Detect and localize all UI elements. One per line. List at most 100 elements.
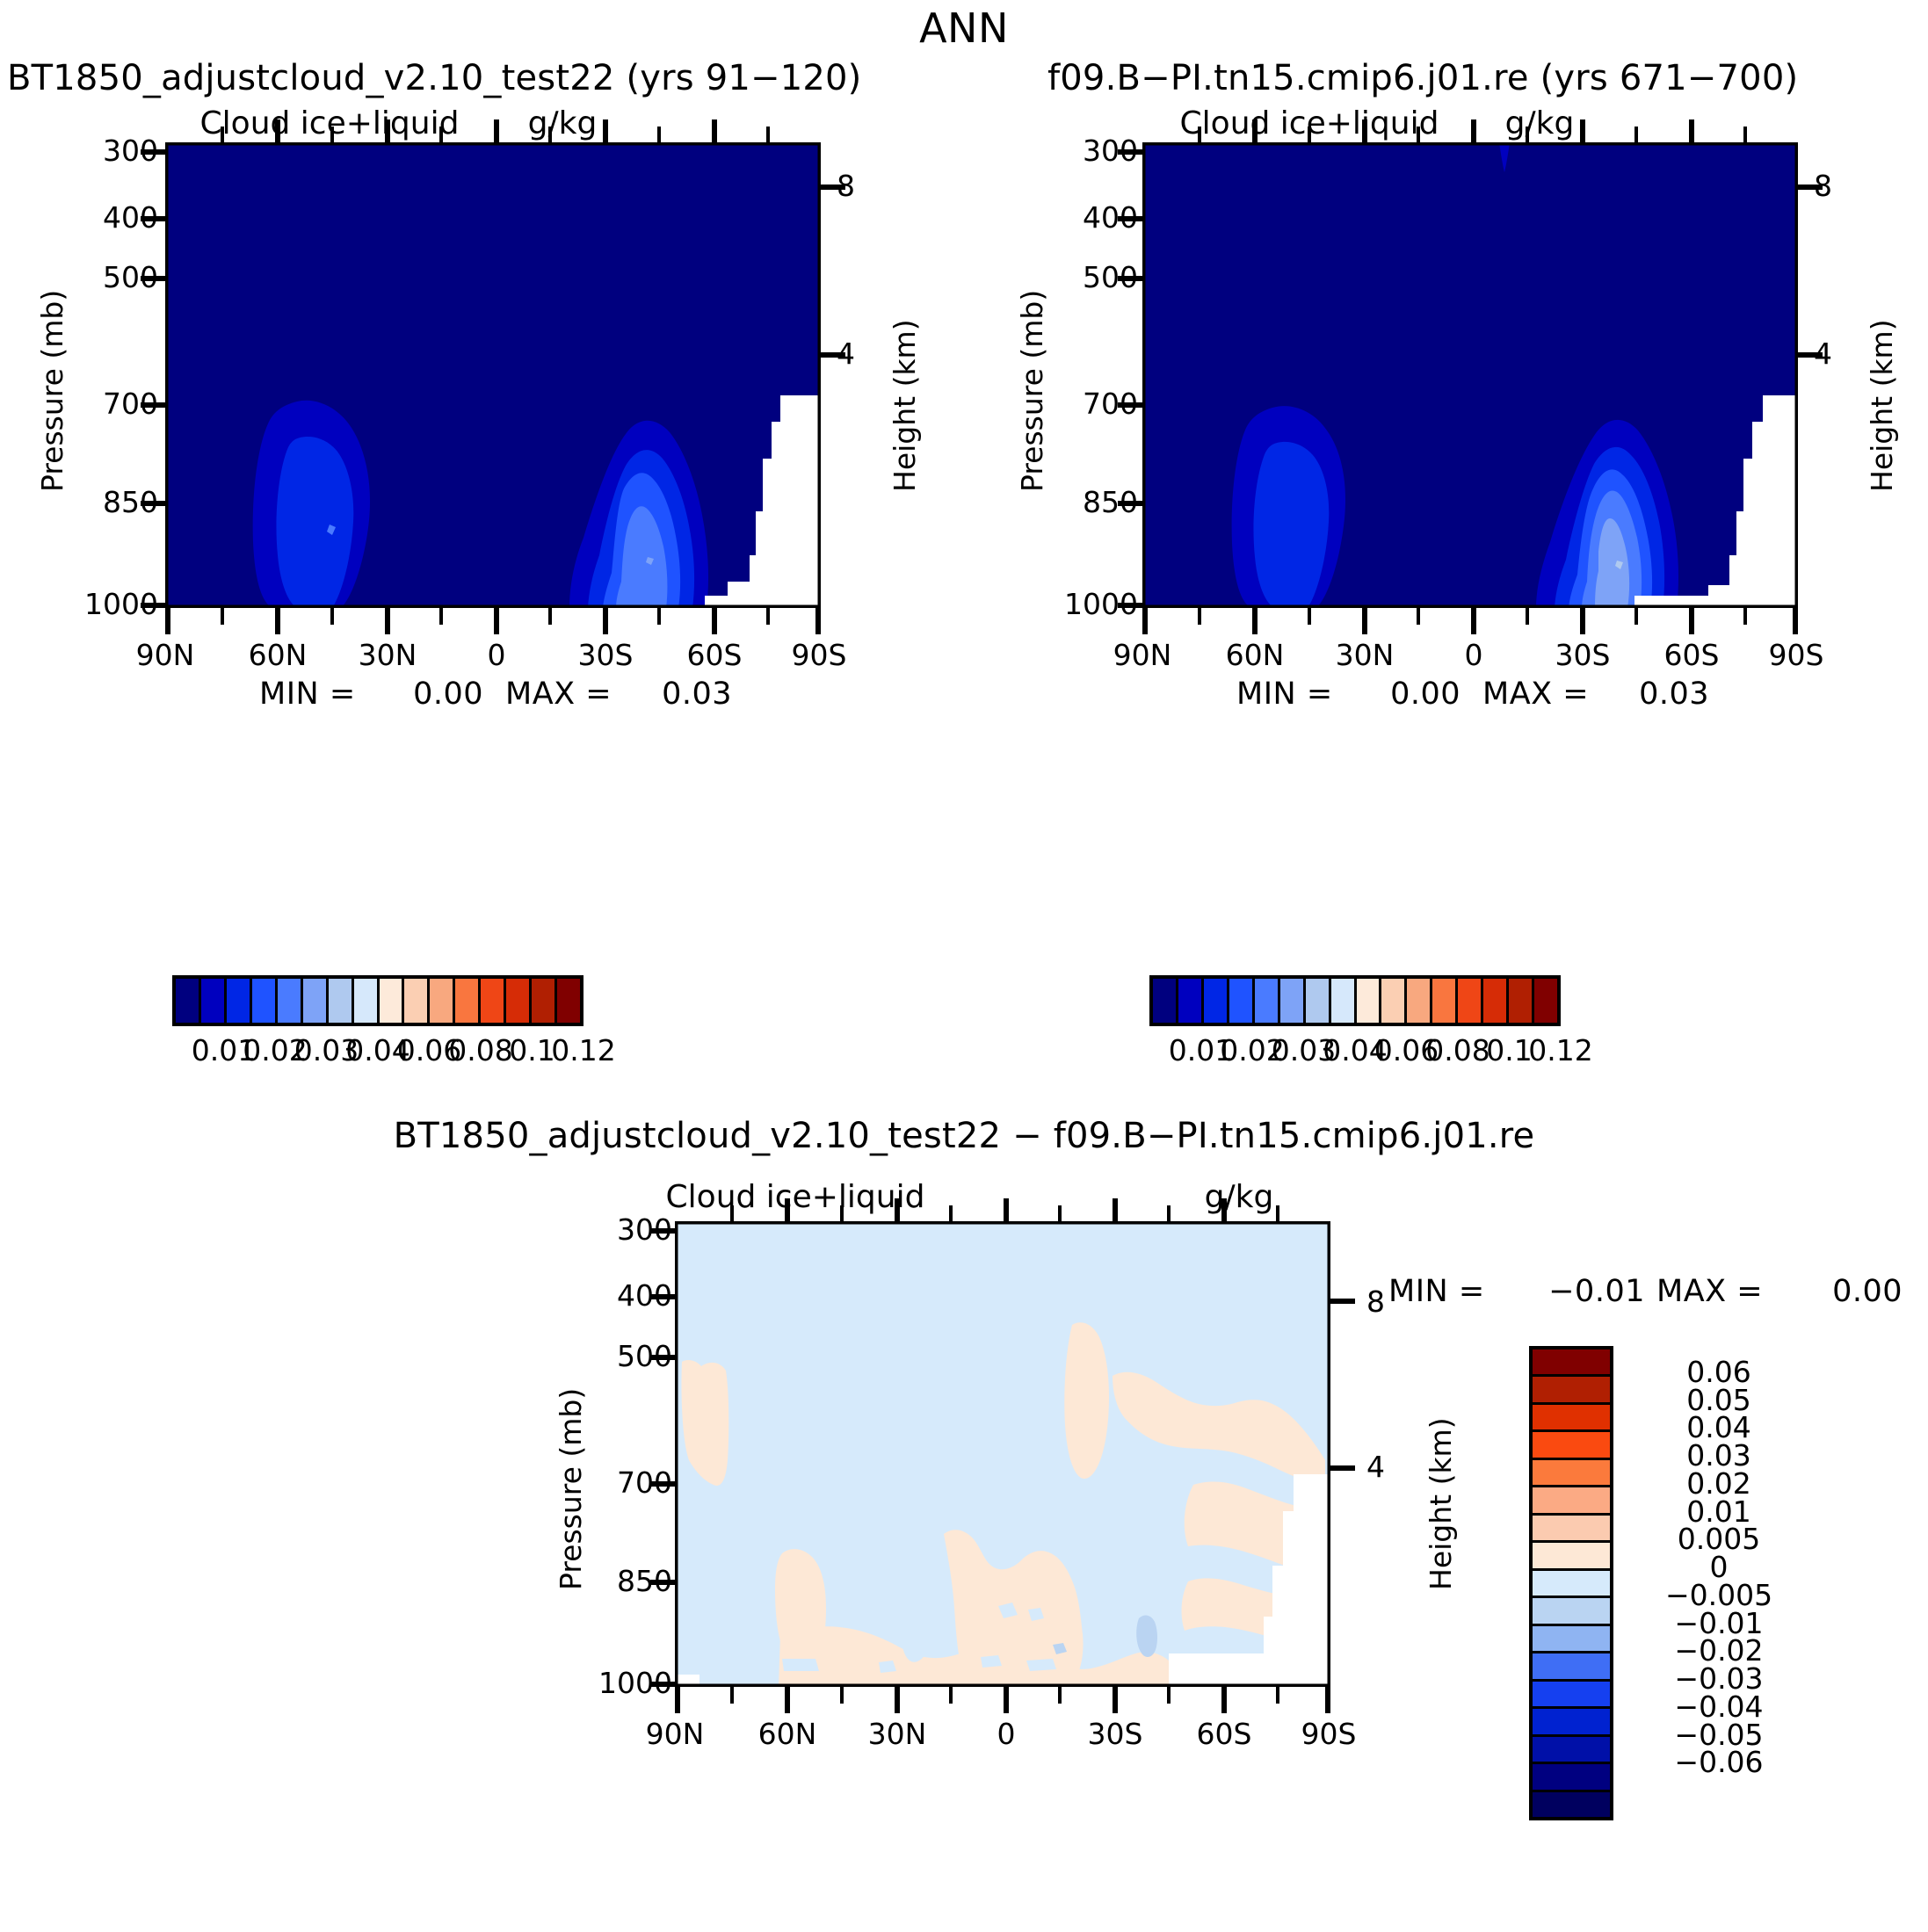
diff-colorbar-tick-label: 0.02 [1686, 1465, 1751, 1501]
right-xtick-minor [1743, 608, 1747, 625]
right-top-tick-major [1689, 119, 1694, 143]
left-top-tick-major [603, 119, 608, 143]
right-min-value: 0.00 [1390, 677, 1460, 712]
right-top-tick-minor [1198, 127, 1201, 143]
left-lat-30N: 30N [358, 638, 417, 672]
diff-ytick-500 [650, 1355, 675, 1360]
right-contour-plot [1142, 142, 1798, 608]
diff-max-label: MAX = [1656, 1274, 1764, 1309]
left-ytick-500 [141, 276, 165, 281]
left-colorbar-tick-label: 0.02 [243, 1033, 308, 1067]
diff-xtick-30N [895, 1687, 900, 1713]
left-xtick-30N [385, 608, 390, 634]
right-height-axis-title: Height (km) [1865, 319, 1899, 492]
left-top-tick-minor [657, 127, 661, 143]
diff-units-label: g/kg [1204, 1179, 1274, 1215]
right-xtick-minor [1634, 608, 1638, 625]
left-min-value: 0.00 [413, 677, 483, 712]
left-xtick-90N [165, 608, 170, 634]
diff-lat-0: 0 [997, 1717, 1016, 1751]
right-colorbar-tick-label: 0.1 [1486, 1033, 1533, 1067]
left-colorbar-tick-label: 0.04 [345, 1033, 410, 1067]
left-max-value: 0.03 [662, 677, 732, 712]
left-colorbar-tick-label: 0.1 [509, 1033, 555, 1067]
left-xtick-minor [221, 608, 224, 625]
left-htick-4: 4 [837, 336, 855, 371]
left-top-tick-major [385, 119, 390, 143]
diff-colorbar-tick-label: 0.01 [1686, 1494, 1751, 1529]
diff-colorbar-tick-label: 0 [1709, 1550, 1729, 1585]
right-xtick-0 [1471, 608, 1476, 634]
right-colorbar-swatch [1404, 979, 1431, 1023]
left-top-tick-major [275, 119, 280, 143]
diff-colorbar-tick-label: −0.01 [1674, 1605, 1764, 1640]
left-colorbar-labels: 0.01 0.02 0.03 0.04 0.06 0.08 0.1 0.12 [123, 1033, 633, 1072]
left-colorbar-swatch [325, 979, 352, 1023]
right-pressure-axis-title: Pressure (mb) [1015, 289, 1049, 492]
left-variable-label: Cloud ice+liquid [199, 105, 460, 141]
diff-colorbar-swatch [1533, 1651, 1610, 1679]
diff-ytick-700 [650, 1481, 675, 1487]
diff-xtick-60S [1221, 1687, 1227, 1713]
diff-xtick-minor [730, 1687, 734, 1704]
diff-colorbar-swatch [1533, 1567, 1610, 1596]
diff-colorbar [1529, 1346, 1613, 1820]
diff-colorbar-swatch [1533, 1485, 1610, 1513]
right-xtick-60N [1252, 608, 1258, 634]
right-colorbar-tick-label: 0.04 [1323, 1033, 1388, 1067]
left-xtick-0 [494, 608, 499, 634]
left-colorbar-swatch [376, 979, 402, 1023]
diff-panel-title: BT1850_adjustcloud_v2.10_test22 − f09.B−… [393, 1116, 1535, 1156]
diff-min-label: MIN = [1388, 1274, 1485, 1309]
right-colorbar-tick-label: 0.03 [1271, 1033, 1337, 1067]
diff-xtick-minor [949, 1687, 953, 1704]
right-colorbar-swatch [1251, 979, 1278, 1023]
diff-xtick-minor [1058, 1687, 1062, 1704]
left-top-tick-minor [330, 127, 334, 143]
diff-lat-30S: 30S [1087, 1717, 1143, 1751]
diff-top-tick-minor [1058, 1205, 1062, 1222]
left-units-label: g/kg [527, 105, 598, 141]
left-colorbar-tick-label: 0.01 [191, 1033, 257, 1067]
right-max-value: 0.03 [1639, 677, 1709, 712]
right-colorbar-swatch [1175, 979, 1201, 1023]
diff-colorbar-swatch [1533, 1350, 1610, 1375]
right-ytick-850 [1118, 501, 1142, 506]
right-colorbar-swatch [1226, 979, 1252, 1023]
left-ytick-700 [141, 402, 165, 408]
diff-top-tick-minor [949, 1205, 953, 1222]
left-lat-90N: 90N [135, 638, 195, 672]
diff-colorbar-tick-label: 0.04 [1686, 1410, 1751, 1445]
right-max-label: MAX = [1482, 677, 1590, 712]
left-contour-plot [165, 142, 821, 608]
left-xtick-minor [330, 608, 334, 625]
left-colorbar-swatch [453, 979, 479, 1023]
diff-colorbar-swatch [1533, 1512, 1610, 1541]
left-colorbar-tick-label: 0.03 [294, 1033, 359, 1067]
left-top-tick-minor [766, 127, 770, 143]
right-top-tick-minor [1308, 127, 1311, 143]
right-colorbar-tick-label: 0.02 [1220, 1033, 1285, 1067]
left-panel-title: BT1850_adjustcloud_v2.10_test22 (yrs 91−… [7, 58, 862, 98]
right-top-tick-major [1252, 119, 1258, 143]
right-colorbar-tick-label: 0.06 [1374, 1033, 1439, 1067]
right-xtick-90N [1142, 608, 1148, 634]
right-top-tick-major [1580, 119, 1585, 143]
diff-top-tick-major [785, 1198, 790, 1222]
diff-colorbar-swatch [1533, 1540, 1610, 1568]
right-lat-60S: 60S [1663, 638, 1720, 672]
diff-lat-90S: 90S [1301, 1717, 1357, 1751]
diff-colorbar-swatch [1533, 1762, 1610, 1790]
diff-colorbar-swatch [1533, 1374, 1610, 1402]
diff-colorbar-swatch [1533, 1401, 1610, 1430]
right-colorbar-swatch [1455, 979, 1482, 1023]
right-xtick-minor [1417, 608, 1420, 625]
left-xtick-90S [815, 608, 821, 634]
left-min-label: MIN = [259, 677, 356, 712]
right-top-tick-minor [1743, 127, 1747, 143]
diff-colorbar-swatch [1533, 1429, 1610, 1458]
right-colorbar-swatch [1328, 979, 1354, 1023]
right-top-tick-minor [1526, 127, 1529, 143]
left-xtick-minor [766, 608, 770, 625]
left-ytick-300 [141, 149, 165, 155]
